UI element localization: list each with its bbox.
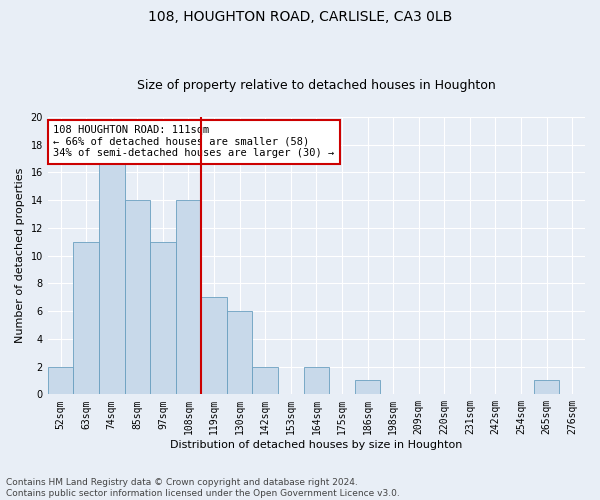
Bar [201, 297, 227, 394]
Bar [176, 200, 201, 394]
Bar [227, 311, 253, 394]
Bar [534, 380, 559, 394]
Y-axis label: Number of detached properties: Number of detached properties [15, 168, 25, 343]
Text: 108, HOUGHTON ROAD, CARLISLE, CA3 0LB: 108, HOUGHTON ROAD, CARLISLE, CA3 0LB [148, 10, 452, 24]
Text: Contains HM Land Registry data © Crown copyright and database right 2024.
Contai: Contains HM Land Registry data © Crown c… [6, 478, 400, 498]
Bar [73, 242, 99, 394]
Bar [355, 380, 380, 394]
Bar [99, 158, 125, 394]
Bar [150, 242, 176, 394]
Bar [48, 366, 73, 394]
Text: 108 HOUGHTON ROAD: 111sqm
← 66% of detached houses are smaller (58)
34% of semi-: 108 HOUGHTON ROAD: 111sqm ← 66% of detac… [53, 125, 334, 158]
Title: Size of property relative to detached houses in Houghton: Size of property relative to detached ho… [137, 79, 496, 92]
Bar [253, 366, 278, 394]
Bar [125, 200, 150, 394]
X-axis label: Distribution of detached houses by size in Houghton: Distribution of detached houses by size … [170, 440, 463, 450]
Bar [304, 366, 329, 394]
